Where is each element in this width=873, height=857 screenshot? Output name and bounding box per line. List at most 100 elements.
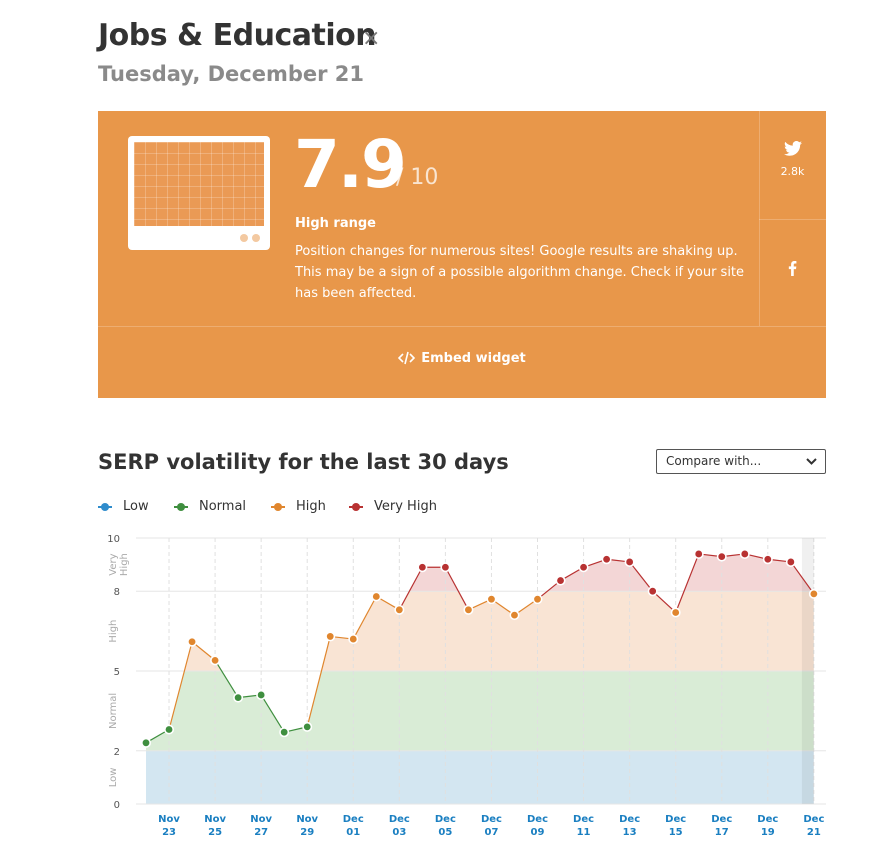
embed-widget-button[interactable]: Embed widget xyxy=(98,351,826,366)
x-tick-label-day: 09 xyxy=(531,827,545,838)
compare-dropdown[interactable]: Compare with... xyxy=(656,449,826,474)
series-line-segment xyxy=(675,553,700,613)
data-point xyxy=(509,610,520,621)
data-point xyxy=(693,548,704,559)
card-divider-horizontal xyxy=(98,326,826,327)
x-tick-label-day: 23 xyxy=(162,827,176,838)
range-label: High range xyxy=(295,216,376,231)
x-tick-label-month: Nov xyxy=(250,814,272,825)
x-tick-label-month: Dec xyxy=(803,814,824,825)
chevron-down-icon xyxy=(806,458,817,465)
x-tick-label-day: 27 xyxy=(254,827,268,838)
x-tick-label-month: Dec xyxy=(665,814,686,825)
series-line-segment xyxy=(652,590,677,613)
x-tick-label-month: Nov xyxy=(158,814,180,825)
series-line-segment xyxy=(168,641,193,730)
x-tick-label-day: 05 xyxy=(438,827,452,838)
legend-swatch-icon xyxy=(349,503,363,511)
legend-label: Very High xyxy=(374,499,437,514)
x-tick-label-month: Dec xyxy=(435,814,456,825)
monitor-dot-icon xyxy=(252,234,260,242)
page-date: Tuesday, December 21 xyxy=(98,62,365,86)
band-side-label: High xyxy=(119,553,130,576)
data-point xyxy=(325,631,336,642)
legend-label: Normal xyxy=(199,499,247,514)
x-tick-label-month: Dec xyxy=(527,814,548,825)
data-point xyxy=(785,556,796,567)
x-tick-label-day: 11 xyxy=(577,827,591,838)
x-tick-label-month: Dec xyxy=(757,814,778,825)
data-point xyxy=(233,692,244,703)
x-tick-label-day: 03 xyxy=(392,827,406,838)
twitter-share-button[interactable]: 2.8k xyxy=(759,141,826,178)
data-point xyxy=(555,575,566,586)
page-title: Jobs & Education xyxy=(98,18,377,53)
facebook-icon xyxy=(788,261,797,276)
close-icon[interactable]: × xyxy=(362,26,381,51)
data-point xyxy=(279,727,290,738)
legend-swatch-icon xyxy=(271,503,285,511)
legend-label: High xyxy=(296,499,326,514)
series-line-segment xyxy=(306,636,331,728)
data-point xyxy=(624,556,635,567)
current-day-highlight xyxy=(801,538,814,804)
x-tick-label-month: Dec xyxy=(711,814,732,825)
x-tick-label-month: Dec xyxy=(343,814,364,825)
data-point xyxy=(394,604,405,615)
x-tick-label-day: 19 xyxy=(761,827,775,838)
twitter-share-count: 2.8k xyxy=(780,165,805,178)
x-tick-label-day: 01 xyxy=(346,827,360,838)
x-tick-label-month: Dec xyxy=(389,814,410,825)
series-line-segment xyxy=(629,561,654,592)
compare-dropdown-label: Compare with... xyxy=(666,454,762,468)
data-point xyxy=(578,562,589,573)
data-point xyxy=(739,548,750,559)
data-point xyxy=(716,551,727,562)
data-point xyxy=(210,655,221,666)
x-tick-label-day: 17 xyxy=(715,827,729,838)
series-line-segment xyxy=(352,596,377,640)
data-point xyxy=(371,591,382,602)
monitor-illustration-icon xyxy=(128,136,270,250)
x-tick-label-day: 07 xyxy=(484,827,498,838)
band-low xyxy=(146,750,814,804)
data-point xyxy=(532,594,543,605)
y-tick-label: 8 xyxy=(114,587,120,598)
facebook-share-button[interactable] xyxy=(759,261,826,280)
data-point xyxy=(808,588,819,599)
data-point xyxy=(256,689,267,700)
x-tick-label-month: Dec xyxy=(481,814,502,825)
twitter-icon xyxy=(783,141,802,156)
y-tick-label: 2 xyxy=(114,747,120,758)
x-tick-label-day: 25 xyxy=(208,827,222,838)
card-divider-vertical xyxy=(759,111,760,326)
data-point xyxy=(164,724,175,735)
band-side-label: High xyxy=(108,620,119,643)
range-description: Position changes for numerous sites! Goo… xyxy=(295,244,745,301)
x-tick-label-month: Dec xyxy=(619,814,640,825)
series-line-segment xyxy=(398,566,423,611)
legend-swatch-icon xyxy=(98,503,112,511)
legend-label: Low xyxy=(123,499,149,514)
data-point xyxy=(486,594,497,605)
data-point xyxy=(463,604,474,615)
monitor-dot-icon xyxy=(240,234,248,242)
x-tick-label-month: Dec xyxy=(573,814,594,825)
band-side-label: Low xyxy=(108,768,119,788)
data-point xyxy=(417,562,428,573)
x-tick-label-day: 13 xyxy=(623,827,637,838)
volatility-score-max: / 10 xyxy=(396,165,439,190)
data-point xyxy=(141,737,152,748)
y-tick-label: 0 xyxy=(114,800,120,811)
x-tick-label-month: Nov xyxy=(296,814,318,825)
embed-widget-label: Embed widget xyxy=(421,351,526,366)
series-line-segment xyxy=(214,660,239,698)
data-point xyxy=(601,554,612,565)
y-tick-label: 5 xyxy=(114,667,120,678)
x-tick-label-month: Nov xyxy=(204,814,226,825)
code-icon xyxy=(398,351,416,365)
data-point xyxy=(762,554,773,565)
series-line-segment xyxy=(260,694,285,733)
section-title: SERP volatility for the last 30 days xyxy=(98,450,509,474)
